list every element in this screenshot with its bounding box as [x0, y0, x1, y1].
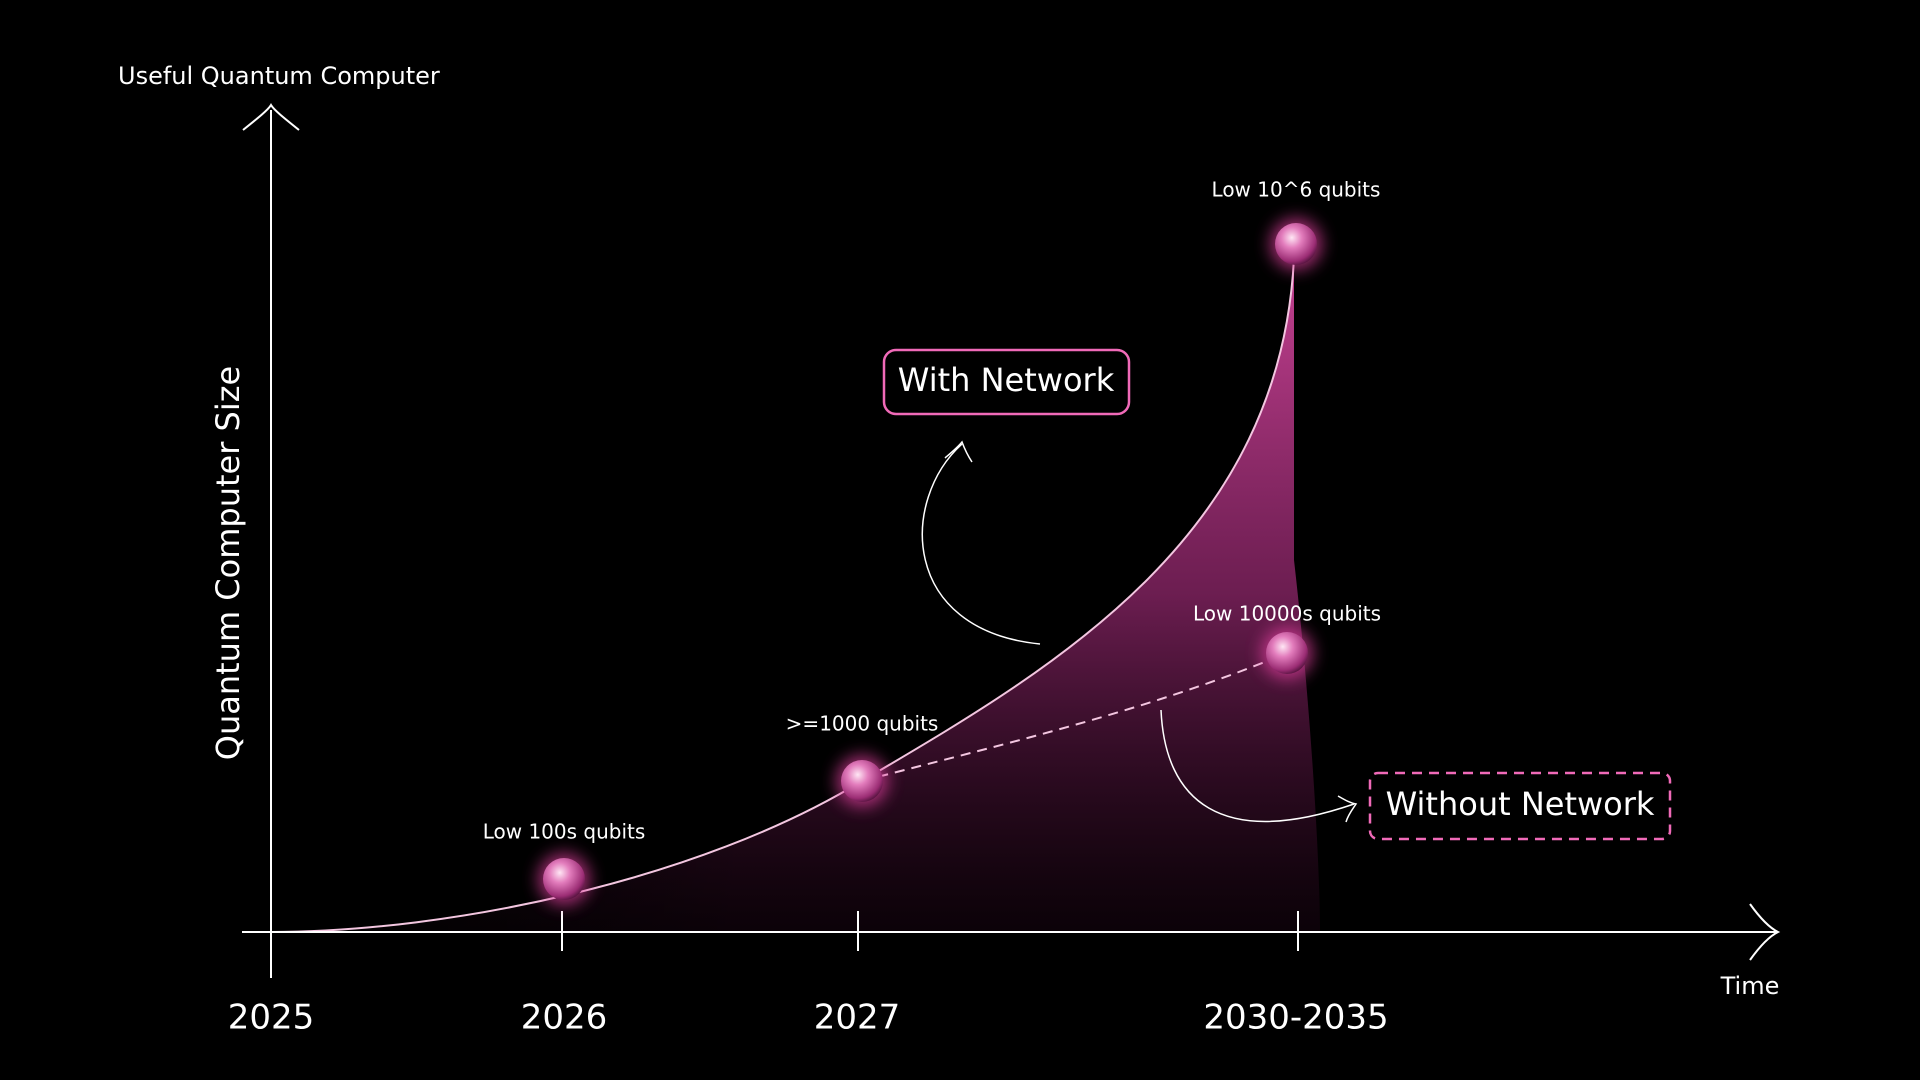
with-network-arrowhead	[944, 440, 973, 463]
y-axis-label: Quantum Computer Size	[209, 366, 247, 760]
without-network-box	[1368, 771, 1672, 841]
without-network-curve	[861, 652, 1288, 782]
year-label: 2025	[228, 998, 315, 1038]
milestone-dot	[841, 760, 883, 802]
year-labels: 2025 2026 2027 2030-2035	[228, 998, 1389, 1038]
milestone-label: Low 10^6 qubits	[1212, 178, 1381, 202]
milestone-dot	[543, 858, 585, 900]
with-network-arrow	[921, 443, 1041, 645]
milestone-dot	[1275, 223, 1317, 265]
milestone-dot	[1266, 632, 1308, 674]
with-network-box	[882, 348, 1131, 416]
milestone-label: Low 10000s qubits	[1193, 602, 1381, 626]
year-label: 2027	[814, 998, 901, 1038]
without-network-arrowhead	[1337, 795, 1358, 823]
year-label: 2030-2035	[1203, 998, 1388, 1038]
without-network-label: Without Network	[1386, 785, 1655, 823]
x-axis-label: Time	[1720, 972, 1780, 1000]
y-top-label: Useful Quantum Computer	[118, 62, 440, 90]
milestones: Low 100s qubits >=1000 qubits Low 10^6 qub…	[483, 178, 1381, 905]
x-axis-arrow	[1749, 903, 1781, 961]
y-axis-arrow	[242, 103, 300, 131]
year-label: 2026	[521, 998, 608, 1038]
with-network-label: With Network	[898, 361, 1115, 399]
without-network-arrow	[1160, 709, 1355, 823]
milestone-label: >=1000 qubits	[786, 712, 939, 736]
growth-area-fade	[271, 258, 1320, 932]
milestone-label: Low 100s qubits	[483, 820, 646, 844]
